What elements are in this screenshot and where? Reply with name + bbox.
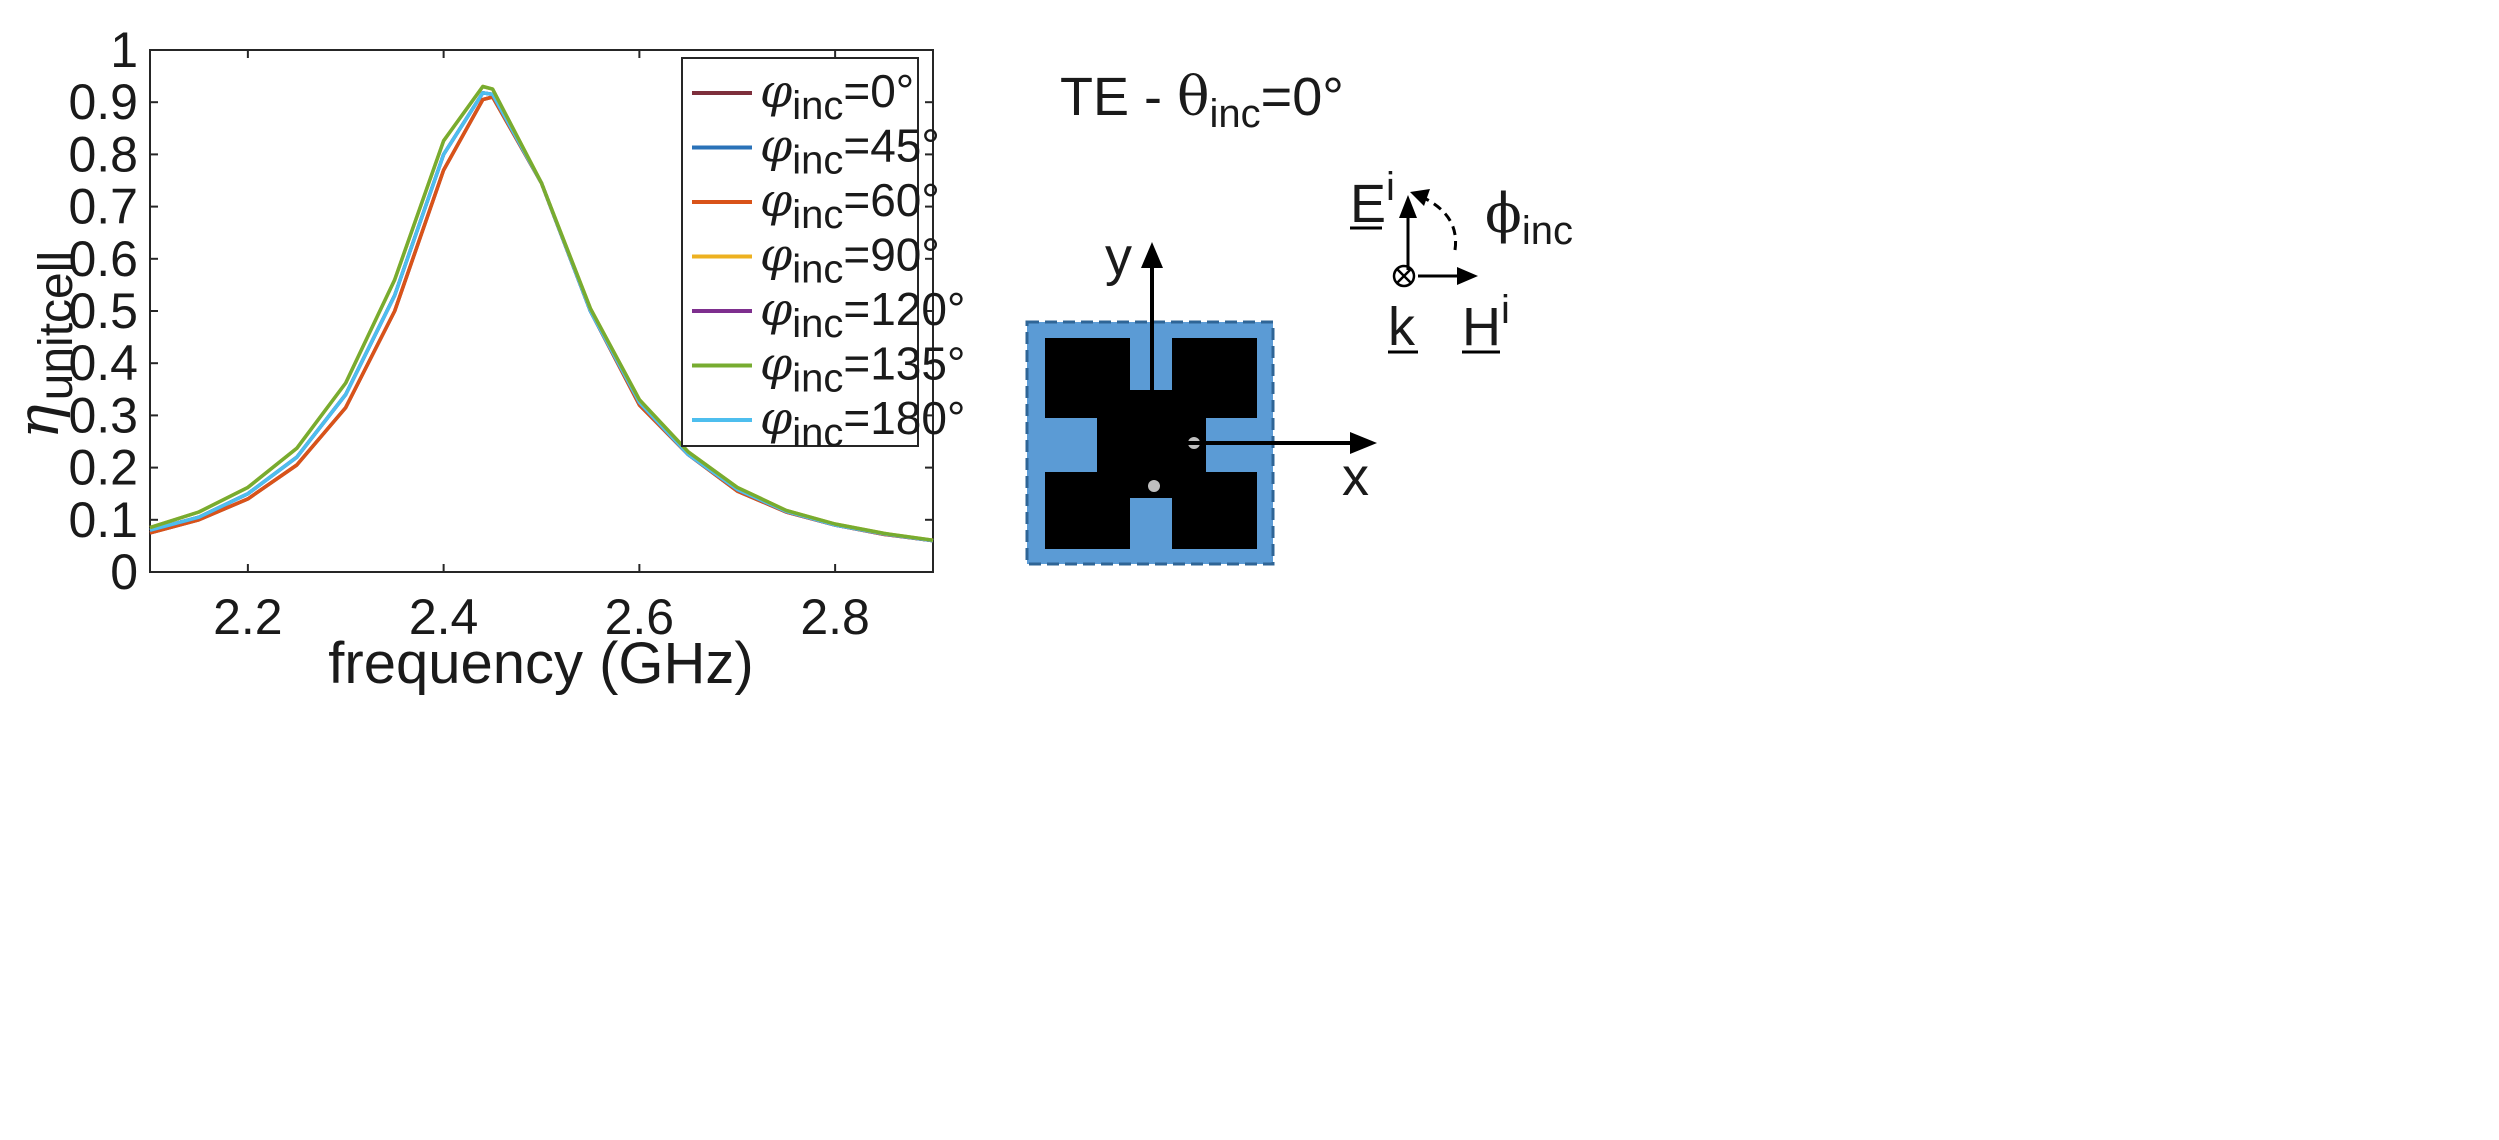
phi-inc-label: ϕinc: [1485, 182, 1573, 253]
e-field-label: Ei: [1350, 165, 1395, 234]
y-tick-label: 1: [110, 22, 138, 78]
y-tick-label: 0.7: [68, 179, 138, 235]
x-tick-label: 2.4: [409, 589, 479, 645]
coordinate-axes: y x: [1105, 227, 1377, 507]
y-tick-label: 0.4: [68, 335, 138, 391]
x-tick-label: 2.2: [213, 589, 283, 645]
y-tick-label: 0.9: [68, 74, 138, 130]
unit-cell-diagram: TE - θinc=0° y x: [1025, 65, 1573, 566]
field-indicator: Ei Hi k ϕinc: [1350, 165, 1573, 357]
x-tick-label: 2.8: [800, 589, 870, 645]
legend-entry: φinc=0°: [760, 64, 914, 128]
y-arrow-head: [1141, 242, 1163, 268]
legend-entry: φinc=60°: [760, 173, 940, 237]
legend-entry: φinc=90°: [760, 228, 940, 292]
y-tick-label: 0.3: [68, 387, 138, 443]
feed-point-2: [1148, 480, 1160, 492]
legend-entry: φinc=180°: [760, 391, 965, 455]
legend-entry: φinc=135°: [760, 337, 965, 401]
x-axis-name: x: [1342, 447, 1369, 507]
y-axis-label-symbol: η: [4, 404, 72, 439]
efficiency-chart: 00.10.20.30.40.50.60.70.80.91 2.2 2.4 2.6 2…: [4, 22, 965, 696]
y-axis-name: y: [1105, 227, 1132, 287]
legend: φinc=0°φinc=45°φinc=60°φinc=90°φinc=120°…: [681, 57, 965, 455]
legend-entry: φinc=120°: [760, 282, 965, 346]
k-into-page-icon: [1392, 264, 1416, 288]
x-axis: 2.2 2.4 2.6 2.8: [213, 50, 870, 645]
x-tick-label: 2.6: [605, 589, 675, 645]
k-cross-2: [1396, 268, 1412, 284]
legend-box: [681, 57, 919, 447]
y-tick-label: 0.8: [68, 126, 138, 182]
k-label: k: [1388, 297, 1416, 357]
svg-text:ηunitcell: η unitcell: [4, 251, 83, 439]
rotation-arrow: [1421, 195, 1458, 251]
x-axis-label: frequency (GHz): [328, 631, 753, 696]
diagram-title: TE - θinc=0°: [1060, 65, 1344, 136]
y-tick-label: 0.5: [68, 283, 138, 339]
y-tick-label: 0.1: [68, 492, 138, 548]
series-lines: [149, 84, 934, 543]
rotation-arrow-head: [1410, 189, 1430, 206]
y-axis: 00.10.20.30.40.50.60.70.80.91: [68, 22, 933, 600]
y-axis-label-subscript: unitcell: [30, 251, 83, 400]
legend-entry: φinc=45°: [760, 119, 940, 183]
y-tick-label: 0: [110, 544, 138, 600]
e-arrow-head: [1399, 195, 1417, 218]
series-line-5: [149, 84, 934, 542]
y-axis-label: η unitcell: [4, 251, 83, 439]
metal-patch: [1045, 338, 1257, 549]
y-tick-label: 0.2: [68, 440, 138, 496]
h-arrow-head: [1457, 267, 1478, 285]
x-arrow-head: [1350, 432, 1377, 454]
h-field-label: Hi: [1462, 288, 1510, 357]
y-tick-label: 0.6: [68, 231, 138, 287]
